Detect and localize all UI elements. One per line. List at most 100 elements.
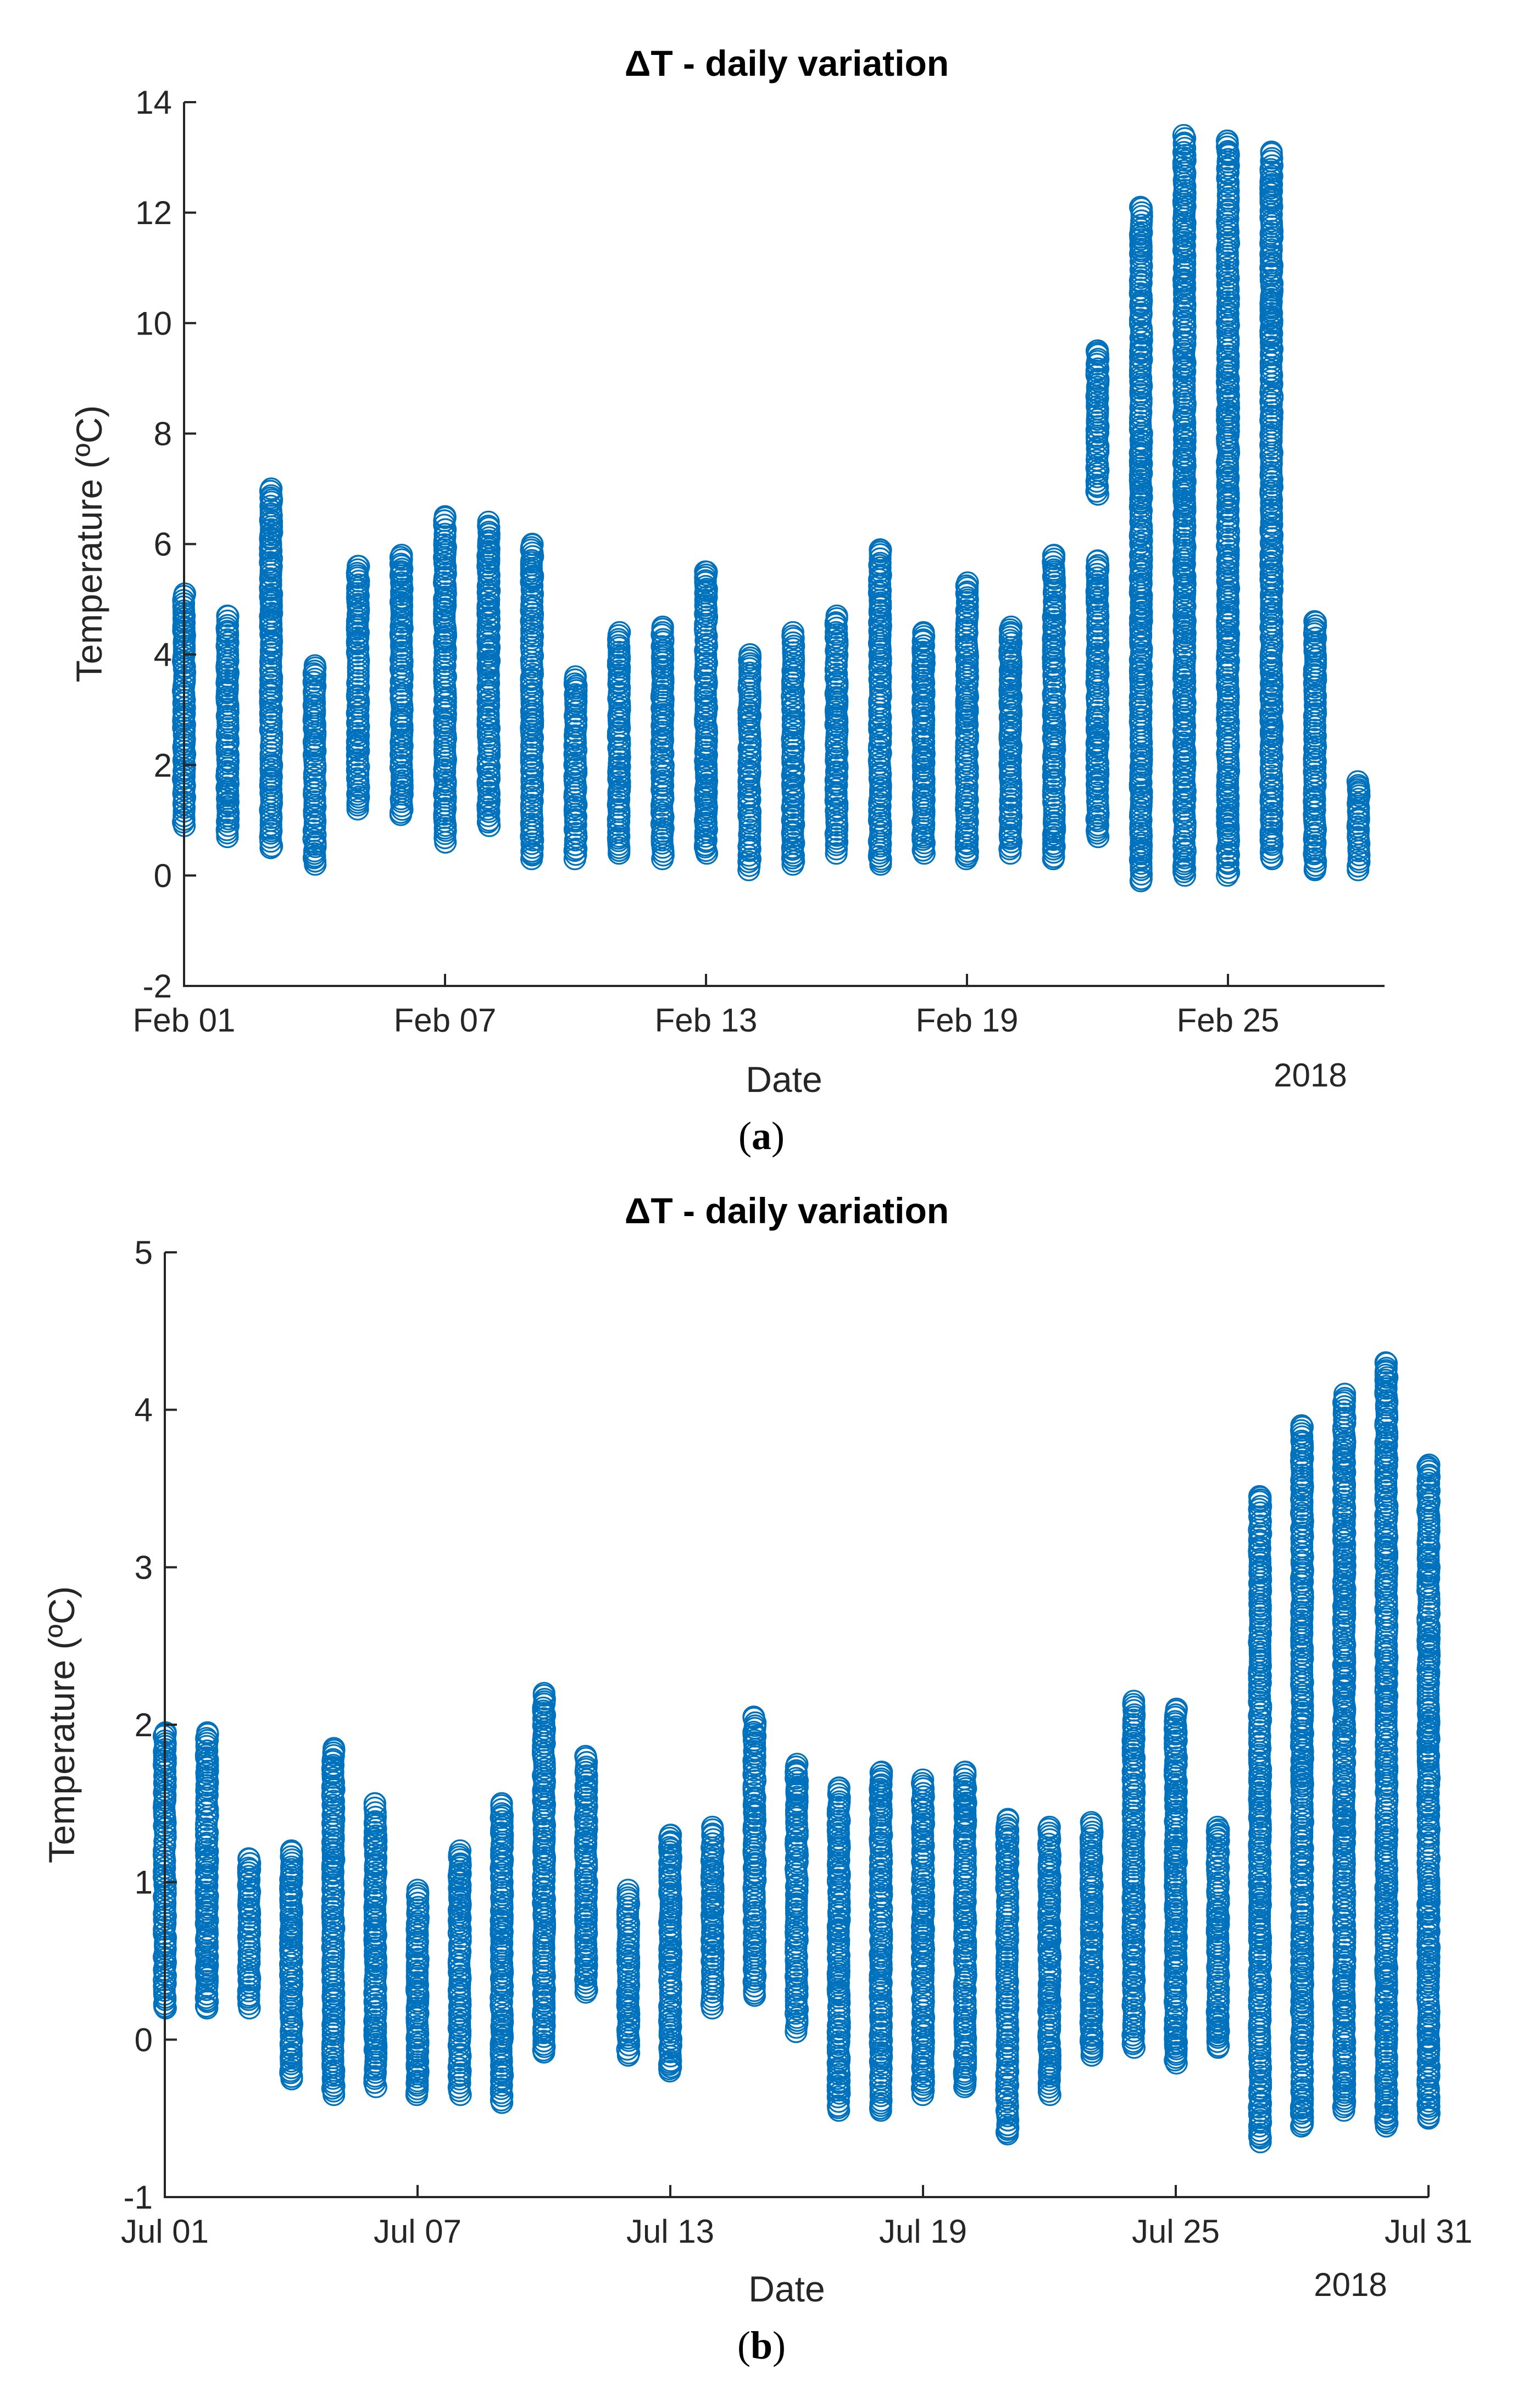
data-point	[955, 833, 979, 856]
data-point	[828, 2082, 851, 2105]
data-point	[194, 1912, 218, 1935]
data-point	[448, 1839, 472, 1862]
data-point	[365, 1829, 388, 1852]
data-point	[1129, 196, 1152, 219]
x-tick-label: Feb 25	[1177, 1002, 1280, 1039]
data-point	[869, 2081, 893, 2104]
data-point	[825, 604, 848, 627]
data-point	[196, 1721, 219, 1744]
data-point	[1086, 558, 1110, 582]
data-point	[260, 510, 284, 533]
data-point	[194, 1824, 218, 1847]
data-point	[520, 678, 543, 701]
data-point	[259, 605, 282, 628]
chart-a-ylabel: Temperature (ºC)	[69, 405, 109, 683]
x-tick-label: Feb 13	[655, 1002, 758, 1039]
data-point	[1086, 549, 1109, 572]
chart-a-year-label: 2018	[1274, 1057, 1347, 1094]
data-point	[363, 1792, 387, 1815]
data-point	[659, 1824, 682, 1847]
data-point	[532, 1682, 555, 1705]
data-point	[195, 1762, 218, 1785]
y-tick-label: 14	[135, 84, 172, 121]
data-point	[996, 1808, 1020, 1831]
data-point	[869, 811, 892, 835]
data-point	[1042, 543, 1066, 567]
data-point	[1259, 269, 1282, 292]
data-point	[1216, 409, 1239, 432]
data-point	[364, 2020, 387, 2043]
data-point	[1216, 129, 1239, 152]
data-point	[1122, 1980, 1145, 2003]
data-point	[786, 1753, 809, 1776]
data-point	[1042, 784, 1065, 807]
data-point	[259, 585, 282, 608]
data-point	[490, 1922, 513, 1946]
chart-a-points	[171, 124, 1371, 893]
x-tick-label: Feb 19	[916, 1002, 1019, 1039]
data-point	[574, 1744, 597, 1768]
data-point	[955, 617, 979, 640]
data-point	[1261, 776, 1284, 799]
data-point	[954, 1760, 977, 1783]
data-point	[1085, 556, 1109, 579]
data-point	[701, 1815, 724, 1838]
data-point	[912, 1918, 935, 1941]
data-point	[490, 1843, 513, 1866]
data-point	[651, 615, 674, 638]
data-point	[955, 759, 978, 782]
y-tick-label: -2	[143, 968, 172, 1005]
data-point	[868, 718, 891, 741]
data-point	[1217, 543, 1240, 566]
data-point	[694, 560, 717, 583]
y-tick-label: 2	[154, 747, 172, 784]
data-point	[260, 477, 283, 500]
data-point	[433, 505, 457, 528]
data-point	[1216, 399, 1239, 422]
data-point	[1303, 610, 1326, 633]
data-point	[364, 1993, 388, 2016]
data-point	[617, 1952, 641, 1975]
data-point	[827, 1776, 851, 1799]
data-point	[1130, 452, 1153, 475]
data-point	[1216, 625, 1239, 648]
data-point	[1174, 326, 1197, 349]
data-point	[742, 1705, 765, 1729]
data-point	[616, 1879, 640, 1902]
data-point	[738, 643, 761, 666]
data-point	[1259, 222, 1282, 245]
data-point	[490, 1792, 513, 1815]
data-point	[1086, 765, 1109, 788]
data-point	[1346, 770, 1369, 793]
data-point	[659, 1837, 682, 1861]
data-point	[1260, 452, 1283, 475]
data-point	[1130, 547, 1153, 570]
data-point	[1086, 758, 1110, 782]
data-point	[1261, 571, 1284, 594]
y-tick-label: 4	[154, 637, 172, 673]
chart-b-title: ΔT - daily variation	[625, 1190, 949, 1231]
data-point	[564, 795, 587, 818]
data-point	[490, 2037, 513, 2060]
data-point	[1260, 788, 1284, 811]
x-tick-label: Feb 01	[133, 1002, 236, 1039]
data-point	[995, 1999, 1018, 2023]
y-tick-label: 6	[154, 526, 172, 563]
y-tick-label: 8	[154, 415, 172, 452]
data-point	[259, 681, 282, 704]
data-point	[1304, 611, 1327, 634]
data-point	[826, 2014, 850, 2037]
data-point	[237, 1847, 260, 1870]
data-point	[826, 2026, 850, 2049]
data-point	[194, 1817, 218, 1840]
data-point	[826, 796, 849, 820]
data-point	[1172, 528, 1196, 552]
data-point	[1130, 348, 1153, 371]
data-point	[695, 605, 719, 628]
data-point	[1172, 219, 1196, 242]
data-point	[608, 621, 631, 644]
data-point	[1081, 1968, 1104, 1992]
